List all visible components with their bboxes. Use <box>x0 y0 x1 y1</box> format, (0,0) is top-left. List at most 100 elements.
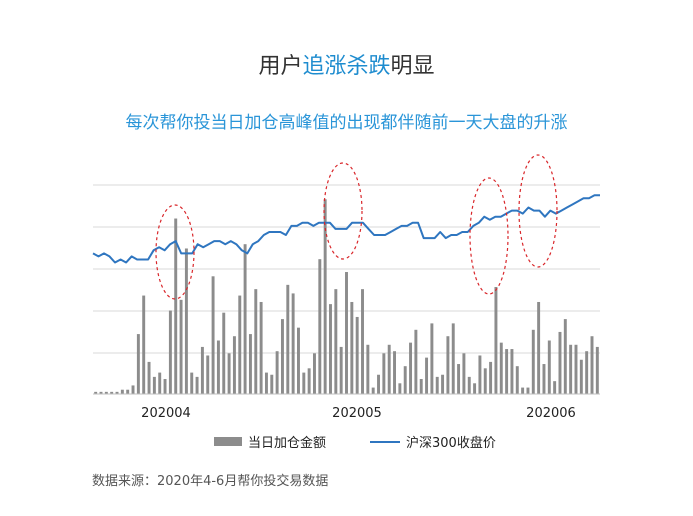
bar-66 <box>446 336 450 394</box>
bar-87 <box>558 331 562 394</box>
bar-93 <box>590 336 594 394</box>
bar-8 <box>136 334 140 394</box>
peak-highlight-0 <box>155 204 195 300</box>
bar-81 <box>526 387 530 394</box>
bar-92 <box>585 351 589 394</box>
bar-17 <box>184 248 188 394</box>
x-tick-label-1: 202005 <box>332 406 382 421</box>
bar-51 <box>366 344 370 394</box>
bar-0 <box>94 391 98 394</box>
bar-69 <box>462 353 466 394</box>
bar-34 <box>275 351 279 394</box>
bar-60 <box>414 329 418 394</box>
bar-36 <box>286 284 290 394</box>
bar-13 <box>163 379 167 394</box>
bar-63 <box>430 323 434 394</box>
bar-18 <box>190 372 194 394</box>
x-tick-label-0: 202004 <box>141 406 191 421</box>
bar-6 <box>126 389 130 394</box>
bar-37 <box>291 293 295 394</box>
bar-3 <box>110 391 114 394</box>
title-highlight: 追涨杀跌 <box>302 54 391 79</box>
legend-line-label: 沪深300收盘价 <box>406 436 496 451</box>
legend-item-line: 沪深300收盘价 <box>370 432 496 451</box>
bar-89 <box>569 344 573 394</box>
bar-80 <box>521 387 525 394</box>
bar-56 <box>393 351 396 394</box>
bar-21 <box>206 355 210 394</box>
bar-22 <box>211 276 215 394</box>
bar-91 <box>579 359 583 394</box>
bar-90 <box>574 344 578 394</box>
bar-38 <box>297 327 300 394</box>
bar-4 <box>115 391 119 394</box>
bar-26 <box>232 336 236 394</box>
bar-57 <box>398 383 402 394</box>
bar-5 <box>120 389 124 394</box>
legend-line-swatch <box>370 440 400 443</box>
bar-70 <box>467 376 471 394</box>
bar-46 <box>339 346 343 394</box>
bar-78 <box>510 349 514 394</box>
bar-94 <box>595 346 599 394</box>
bar-12 <box>158 372 162 394</box>
bar-62 <box>425 357 429 394</box>
bar-55 <box>387 344 391 394</box>
bar-49 <box>355 316 359 394</box>
bar-43 <box>323 199 327 394</box>
chart-subtitle: 每次帮你投当日加仓高峰值的出现都伴随前一天大盘的升涨 <box>125 113 568 133</box>
bar-40 <box>307 368 311 394</box>
bar-72 <box>478 355 482 394</box>
source-note: 数据来源：2020年4-6月帮你投交易数据 <box>92 474 329 489</box>
bar-64 <box>435 376 439 394</box>
bar-24 <box>222 312 226 394</box>
bar-54 <box>382 353 386 394</box>
bar-1 <box>99 391 103 394</box>
bar-47 <box>345 272 348 394</box>
bar-71 <box>473 383 477 394</box>
legend-bar-label: 当日加仓金额 <box>248 436 327 451</box>
bar-11 <box>152 376 156 394</box>
bar-83 <box>537 301 541 394</box>
peak-highlight-2 <box>469 177 509 295</box>
bar-7 <box>131 385 135 394</box>
bar-16 <box>179 299 183 394</box>
bar-28 <box>243 244 247 394</box>
bar-29 <box>248 334 252 394</box>
bar-35 <box>280 319 284 394</box>
bar-44 <box>329 304 332 394</box>
bar-33 <box>270 374 274 394</box>
bar-32 <box>264 372 268 394</box>
title-part-3: 明显 <box>390 54 435 79</box>
bar-19 <box>195 376 199 394</box>
legend-item-bars: 当日加仓金额 <box>214 432 326 451</box>
bar-30 <box>254 289 258 394</box>
bar-74 <box>489 361 493 394</box>
bar-79 <box>515 366 519 394</box>
bar-58 <box>403 366 407 394</box>
bar-82 <box>531 329 535 394</box>
bar-39 <box>302 372 306 394</box>
bar-68 <box>457 364 461 394</box>
chart-title: 用户追涨杀跌明显 <box>0 48 693 80</box>
peak-highlight-3 <box>518 154 558 268</box>
title-part-1: 用户 <box>258 54 303 79</box>
price-line <box>92 194 600 264</box>
bar-85 <box>547 340 551 394</box>
peak-highlight-1 <box>323 162 363 260</box>
bar-73 <box>483 368 487 394</box>
bar-52 <box>371 387 375 394</box>
bar-20 <box>200 346 204 394</box>
bar-15 <box>174 218 178 394</box>
bar-76 <box>499 342 503 394</box>
bar-41 <box>313 353 316 394</box>
bar-53 <box>377 374 380 394</box>
bar-67 <box>451 323 455 394</box>
x-tick-label-2: 202006 <box>526 406 576 421</box>
bar-75 <box>494 287 498 394</box>
bar-42 <box>318 259 322 394</box>
bar-84 <box>542 364 546 394</box>
bar-50 <box>361 289 364 394</box>
bar-65 <box>441 374 445 394</box>
